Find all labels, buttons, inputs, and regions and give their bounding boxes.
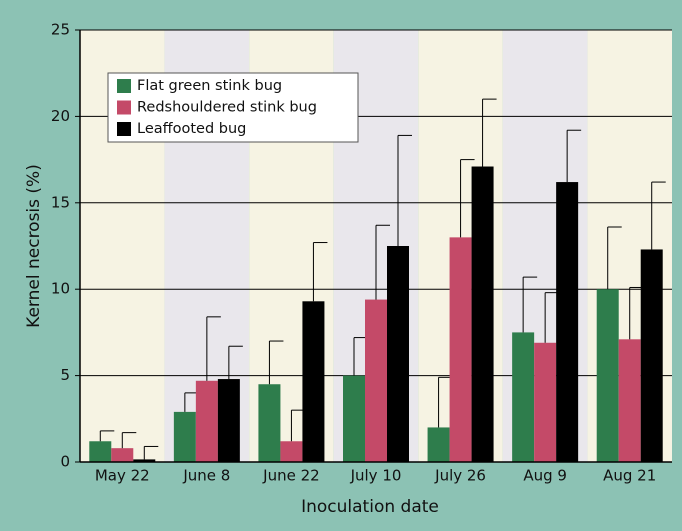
x-axis-label: Inoculation date — [301, 497, 439, 517]
x-tick-label: July 10 — [350, 467, 402, 485]
bar — [343, 375, 365, 462]
bar — [173, 411, 196, 462]
bar — [387, 246, 409, 462]
bar — [365, 299, 387, 462]
legend-label: Flat green stink bug — [137, 78, 282, 94]
y-tick-label: 15 — [51, 193, 70, 211]
y-tick-label: 0 — [60, 453, 70, 471]
bar — [89, 441, 112, 462]
legend-swatch — [117, 79, 131, 93]
legend-box — [107, 72, 359, 143]
bar — [258, 384, 281, 462]
legend-label: Redshouldered stink bug — [137, 100, 317, 116]
bar — [596, 289, 619, 462]
x-tick-label: Aug 9 — [523, 467, 567, 485]
x-tick-label: May 22 — [95, 467, 150, 485]
legend-swatch — [117, 122, 131, 136]
x-tick-label: July 26 — [434, 467, 486, 485]
bar — [280, 441, 303, 462]
bar — [640, 249, 663, 462]
bar — [111, 448, 134, 462]
y-tick-label: 20 — [51, 107, 70, 125]
y-tick-label: 5 — [60, 366, 70, 384]
y-tick-label: 25 — [51, 21, 70, 39]
bar — [217, 379, 240, 462]
bar — [618, 339, 641, 462]
x-tick-label: June 8 — [182, 467, 230, 485]
legend: Flat green stink bug Redshouldered stink … — [107, 72, 359, 143]
bar — [195, 380, 218, 462]
x-tick-label: June 22 — [262, 467, 320, 485]
bar — [556, 182, 579, 462]
bar — [449, 237, 472, 462]
legend-swatch — [117, 100, 131, 115]
bar — [427, 427, 450, 462]
bar — [133, 459, 156, 462]
bar — [302, 301, 325, 462]
bar — [534, 342, 557, 462]
legend-label: Leaffooted bug — [137, 121, 246, 137]
x-tick-label: Aug 21 — [603, 467, 656, 485]
y-tick-label: 10 — [51, 280, 70, 298]
y-axis-label: Kernel necrosis (%) — [24, 164, 44, 328]
bar — [512, 332, 535, 462]
bar — [471, 166, 494, 462]
